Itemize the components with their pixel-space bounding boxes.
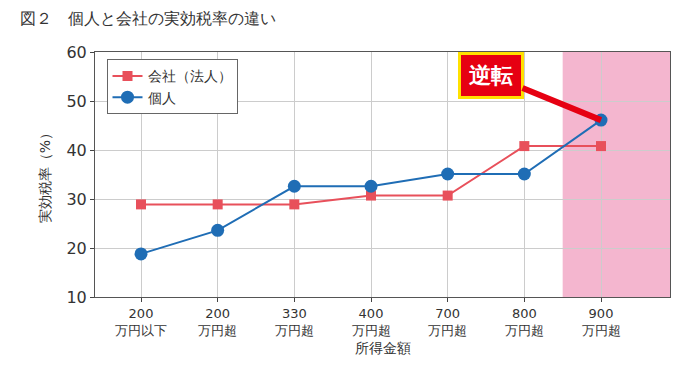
- svg-text:図２ 個人と会社の実効税率の違い: 図２ 個人と会社の実効税率の違い: [20, 9, 276, 28]
- svg-text:個人: 個人: [148, 90, 176, 106]
- svg-text:30: 30: [66, 190, 86, 209]
- svg-text:逆転: 逆転: [469, 63, 513, 88]
- svg-text:会社（法人）: 会社（法人）: [148, 68, 232, 84]
- svg-text:400万円超: 400万円超: [352, 306, 391, 338]
- svg-text:200万円以下: 200万円以下: [115, 306, 167, 338]
- svg-text:実効税率（%）: 実効税率（%）: [37, 126, 53, 223]
- svg-text:800万円超: 800万円超: [505, 306, 544, 338]
- svg-text:60: 60: [66, 43, 86, 62]
- svg-text:50: 50: [66, 92, 86, 111]
- svg-text:200万円超: 200万円超: [198, 306, 237, 338]
- svg-text:700万円超: 700万円超: [428, 306, 467, 338]
- svg-text:330万円超: 330万円超: [275, 306, 314, 338]
- svg-text:40: 40: [66, 141, 86, 160]
- svg-text:10: 10: [66, 288, 86, 307]
- svg-text:所得金額: 所得金額: [355, 340, 411, 356]
- svg-text:900万円超: 900万円超: [582, 306, 621, 338]
- svg-text:20: 20: [66, 239, 86, 258]
